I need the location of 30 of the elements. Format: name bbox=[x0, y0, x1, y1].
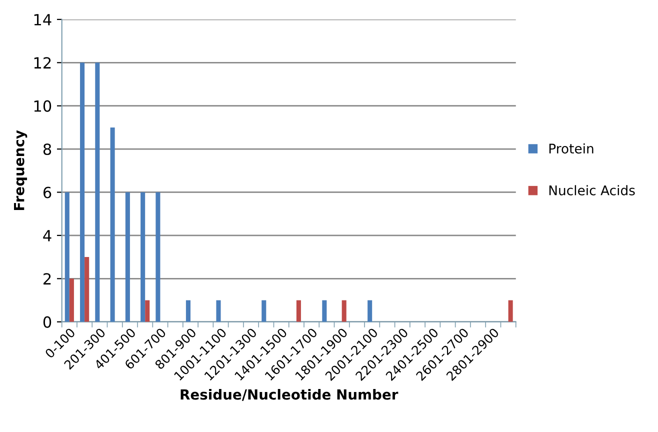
bar bbox=[262, 300, 266, 322]
bar bbox=[110, 127, 115, 322]
bar bbox=[342, 300, 346, 322]
bar bbox=[84, 257, 90, 322]
bar bbox=[216, 300, 221, 322]
bar bbox=[508, 300, 513, 322]
bar bbox=[69, 278, 74, 322]
bar bbox=[140, 192, 146, 322]
bar bbox=[64, 192, 70, 322]
y-tick-label: 2 bbox=[44, 273, 51, 284]
y-tick-label: 14 bbox=[34, 14, 52, 26]
x-axis-title: Residue/Nucleotide Number bbox=[180, 388, 398, 401]
bar bbox=[80, 62, 85, 322]
bar bbox=[186, 300, 190, 322]
y-tick-label: 6 bbox=[43, 186, 52, 198]
y-tick-label: 10 bbox=[34, 100, 52, 112]
legend-label: Nucleic Acids bbox=[549, 185, 635, 196]
y-tick-label: 4 bbox=[43, 230, 52, 242]
bar bbox=[125, 192, 130, 322]
bar bbox=[95, 62, 100, 322]
y-tick-label: 12 bbox=[34, 57, 51, 68]
bar bbox=[368, 300, 372, 322]
bar bbox=[296, 300, 301, 322]
y-tick-label: 0 bbox=[43, 316, 52, 328]
y-tick-label: 8 bbox=[43, 144, 52, 156]
legend-label: Protein bbox=[549, 143, 594, 154]
bar bbox=[322, 300, 327, 322]
bar bbox=[145, 300, 150, 322]
bar bbox=[156, 192, 160, 322]
y-axis-title: Frequency bbox=[14, 130, 28, 210]
